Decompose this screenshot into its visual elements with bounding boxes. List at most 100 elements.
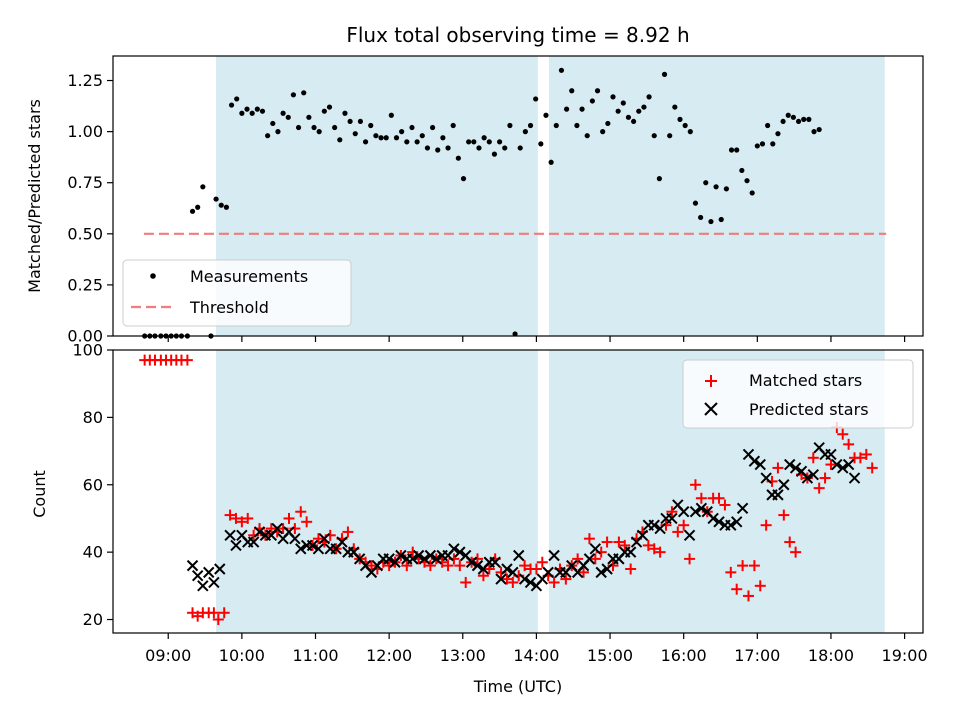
predicted-star-b	[430, 553, 442, 565]
matched-star-point	[601, 536, 613, 548]
predicted-star-point	[636, 529, 649, 542]
predicted-star-b	[760, 472, 772, 484]
matched-star-point	[748, 560, 760, 572]
top-y-ticks: 0.00 0.25 0.50 0.75 1.00 1.25	[67, 71, 113, 346]
measurement-point	[594, 88, 601, 94]
measurement-point	[244, 106, 250, 112]
predicted-star-point	[471, 559, 484, 572]
top-y-axis-label: Matched/Predicted stars	[25, 99, 44, 293]
predicted-star-b	[507, 566, 519, 579]
measurement-point	[517, 145, 523, 151]
matched-star-point	[460, 576, 472, 588]
predicted-star-b	[689, 506, 702, 518]
bottom-y-axis-label: Count	[30, 470, 49, 518]
matched-star-point	[619, 539, 631, 551]
predicted-star-point	[395, 549, 407, 562]
predicted-star-point	[677, 506, 690, 518]
matched-star-point	[654, 546, 666, 558]
measurement-point	[265, 133, 271, 139]
measurement-point	[404, 139, 410, 145]
predicted-star-b	[236, 529, 248, 542]
predicted-star-b	[813, 441, 825, 454]
predicted-star-point	[495, 573, 507, 585]
matched-star-point	[719, 499, 731, 511]
matched-star-point	[689, 479, 701, 491]
matched-star-point	[790, 546, 802, 558]
measurement-point	[527, 122, 534, 129]
bottom-x-ticks: 09:00 10:00 11:00 12:00 13:00 14:00 15:00 16:00…	[145, 633, 928, 665]
predicted-star-b	[725, 519, 737, 531]
predicted-star-b	[672, 499, 684, 511]
measurement-point	[486, 139, 492, 145]
y-tick-label: 0.50	[67, 224, 103, 243]
predicted-star-b	[383, 553, 395, 565]
predicted-star-b	[595, 566, 607, 579]
bottom-plot-frame	[112, 349, 924, 634]
measurement-point	[200, 184, 206, 190]
predicted-star-point	[683, 529, 696, 542]
measurement-point	[816, 126, 822, 133]
predicted-star-b	[495, 573, 507, 585]
measurement-point	[651, 133, 657, 139]
predicted-star-point	[208, 576, 220, 589]
matched-star-point	[784, 536, 796, 548]
y-tick-label: 40	[83, 543, 103, 562]
predicted-star-b	[730, 516, 743, 528]
measurement-point	[481, 135, 487, 141]
measurement-point	[584, 133, 590, 139]
measurement-point	[249, 110, 255, 116]
predicted-star-b	[197, 580, 209, 592]
matched-star-point	[283, 512, 295, 524]
legend-label-measurements: Measurements	[190, 267, 308, 286]
measurement-point	[189, 208, 196, 214]
predicted-star-point	[430, 553, 442, 565]
matched-star-point	[295, 506, 307, 518]
measurement-point	[569, 88, 575, 94]
matched-star-point	[583, 533, 595, 545]
measurement-point	[223, 204, 229, 210]
predicted-star-b	[454, 546, 466, 558]
predicted-star-point	[336, 536, 348, 548]
x-tick-label: 10:00	[219, 646, 265, 665]
predicted-star-b	[748, 455, 761, 467]
predicted-star-b	[784, 458, 796, 471]
legend-label-predicted: Predicted stars	[749, 400, 869, 419]
matched-star-point	[684, 553, 696, 565]
predicted-star-point	[186, 559, 199, 572]
matched-star-point	[648, 543, 660, 555]
matched-star-point	[312, 533, 324, 545]
measurement-point	[466, 139, 472, 145]
predicted-star-point	[501, 563, 513, 575]
x-tick-label: 17:00	[734, 646, 780, 665]
predicted-star-point	[730, 516, 743, 528]
predicted-star-b	[460, 549, 472, 562]
y-tick-label: 0.75	[67, 173, 103, 192]
measurement-point	[326, 104, 333, 110]
predicted-star-point	[648, 519, 660, 531]
x-tick-label: 16:00	[661, 646, 707, 665]
predicted-star-b	[448, 543, 460, 555]
measurement-point	[672, 104, 678, 110]
y-tick-label: 80	[83, 408, 103, 427]
predicted-star-point	[713, 516, 725, 528]
bottom-y-ticks: 20 40 60 80 100	[72, 341, 113, 629]
measurement-point	[610, 94, 616, 100]
predicted-star-b	[707, 512, 719, 525]
predicted-star-b	[283, 526, 295, 538]
predicted-star-b	[289, 532, 301, 545]
predicted-star-b	[359, 559, 372, 572]
measurement-point	[502, 145, 508, 151]
predicted-star-b	[224, 529, 236, 542]
matched-star-point	[483, 563, 495, 575]
x-tick-label: 13:00	[440, 646, 486, 665]
measurement-point	[357, 118, 364, 125]
predicted-star-point	[214, 563, 226, 575]
measurement-point	[770, 141, 776, 147]
measurement-point	[285, 114, 291, 120]
predicted-star-b	[636, 529, 649, 542]
predicted-star-point	[725, 519, 737, 531]
y-tick-label: 1.00	[67, 122, 103, 141]
measurement-point	[378, 135, 384, 141]
matched-star-point	[731, 583, 743, 595]
matched-star-point	[807, 452, 819, 464]
